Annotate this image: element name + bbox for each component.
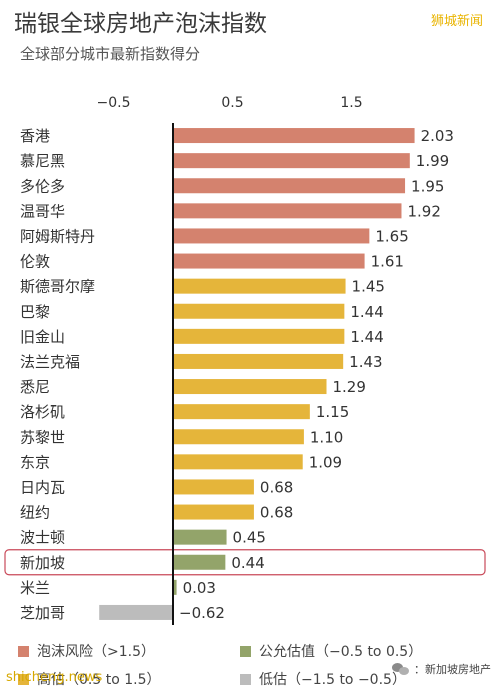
legend-item-undervalued: 低估（−1.5 to −0.5） [240, 669, 406, 689]
bar [173, 429, 304, 445]
legend-label-fair: 公允估值（−0.5 to 0.5） [259, 644, 423, 660]
category-label: 法兰克福 [20, 353, 80, 371]
category-label: 多伦多 [20, 177, 65, 195]
category-label: 伦敦 [20, 253, 50, 271]
bar [173, 353, 344, 369]
highlight-box [4, 549, 486, 576]
data-label: 0.44 [231, 554, 264, 572]
category-label: 悉尼 [20, 378, 50, 396]
bar [173, 554, 226, 570]
data-label: 1.29 [333, 378, 366, 396]
legend-label-overvalued: 高估（0.5 to 1.5） [37, 672, 161, 688]
legend-item-overvalued: 高估（0.5 to 1.5） [18, 669, 160, 689]
watermark-bottom-right-text: 新加坡房地产 [425, 663, 491, 676]
watermark-bottom-left: shicheng.news [6, 670, 103, 685]
bar [99, 604, 173, 620]
legend-item-fair: 公允估值（−0.5 to 0.5） [240, 641, 422, 661]
data-label: 1.15 [316, 403, 349, 421]
category-label: 斯德哥尔摩 [20, 278, 95, 296]
data-label: 1.95 [411, 177, 444, 195]
category-label: 东京 [20, 453, 50, 471]
data-label: 1.99 [416, 152, 449, 170]
data-label: −0.62 [179, 604, 225, 622]
category-label: 纽约 [20, 504, 50, 522]
bar [173, 178, 406, 194]
data-label: 1.44 [350, 303, 383, 321]
category-label: 阿姆斯特丹 [20, 227, 95, 245]
watermark-top: 狮城新闻 [430, 14, 483, 29]
bar [173, 128, 415, 144]
data-label: 0.03 [183, 579, 216, 597]
bar [173, 379, 327, 395]
x-tick-label: 1.5 [340, 95, 362, 111]
data-label: 0.68 [260, 504, 293, 522]
legend-swatch-bubble [18, 645, 29, 657]
bar [173, 529, 227, 545]
category-label: 日内瓦 [20, 478, 65, 496]
legend-item-bubble: 泡沫风险（>1.5） [18, 641, 155, 661]
bar [173, 153, 410, 169]
category-label: 苏黎世 [20, 428, 65, 446]
data-label: 0.45 [233, 529, 266, 547]
data-label: 1.61 [371, 253, 404, 271]
category-label: 慕尼黑 [20, 152, 65, 170]
data-label: 1.09 [309, 453, 342, 471]
category-label: 芝加哥 [20, 604, 65, 622]
legend-swatch-undervalued [240, 673, 251, 685]
category-label: 米兰 [20, 579, 50, 597]
bar [173, 328, 345, 344]
legend-label-undervalued: 低估（−1.5 to −0.5） [259, 672, 406, 688]
data-label: 2.03 [421, 127, 454, 145]
bar [173, 203, 402, 219]
bar [173, 404, 310, 420]
data-label: 0.68 [260, 478, 293, 496]
category-label: 香港 [20, 127, 50, 145]
bubble-index-chart: −0.5 0.5 1.5 香港 2.03 慕尼黑 1.99 多伦多 1.95 温哥华 1.92 阿姆斯… [4, 95, 486, 625]
x-tick-label: 0.5 [221, 95, 243, 111]
legend-label-bubble: 泡沫风险（>1.5） [37, 644, 155, 660]
category-label: 旧金山 [20, 328, 65, 346]
bar [173, 504, 254, 520]
data-label: 1.10 [310, 428, 343, 446]
category-label: 温哥华 [20, 202, 65, 220]
data-label: 1.65 [375, 227, 408, 245]
bar [173, 278, 346, 294]
bar [173, 303, 345, 319]
category-label: 巴黎 [20, 303, 50, 321]
bar [173, 579, 177, 595]
category-label: 新加坡 [20, 554, 65, 572]
bar [173, 228, 370, 244]
bar [173, 253, 365, 269]
legend-swatch-fair [240, 645, 251, 657]
bar [173, 479, 254, 495]
chart-title: 瑞银全球房地产泡沫指数 [14, 11, 267, 37]
category-label: 波士顿 [20, 529, 65, 547]
wechat-icon [392, 662, 410, 676]
data-label: 1.43 [349, 353, 382, 371]
watermark-bottom-right-prefix: ： [414, 663, 425, 676]
legend-swatch-overvalued [18, 673, 29, 685]
category-label: 洛杉矶 [20, 403, 65, 421]
data-label: 1.92 [407, 202, 440, 220]
data-label: 1.44 [350, 328, 383, 346]
watermark-bottom-right: ： 新加坡房地产 [392, 661, 491, 677]
x-tick-label: −0.5 [97, 95, 131, 111]
chart-subtitle: 全球部分城市最新指数得分 [20, 45, 201, 63]
data-label: 1.45 [352, 278, 385, 296]
legend: 泡沫风险（>1.5） 公允估值（−0.5 to 0.5） 高估（0.5 to 1… [0, 635, 499, 691]
bar [173, 454, 303, 470]
